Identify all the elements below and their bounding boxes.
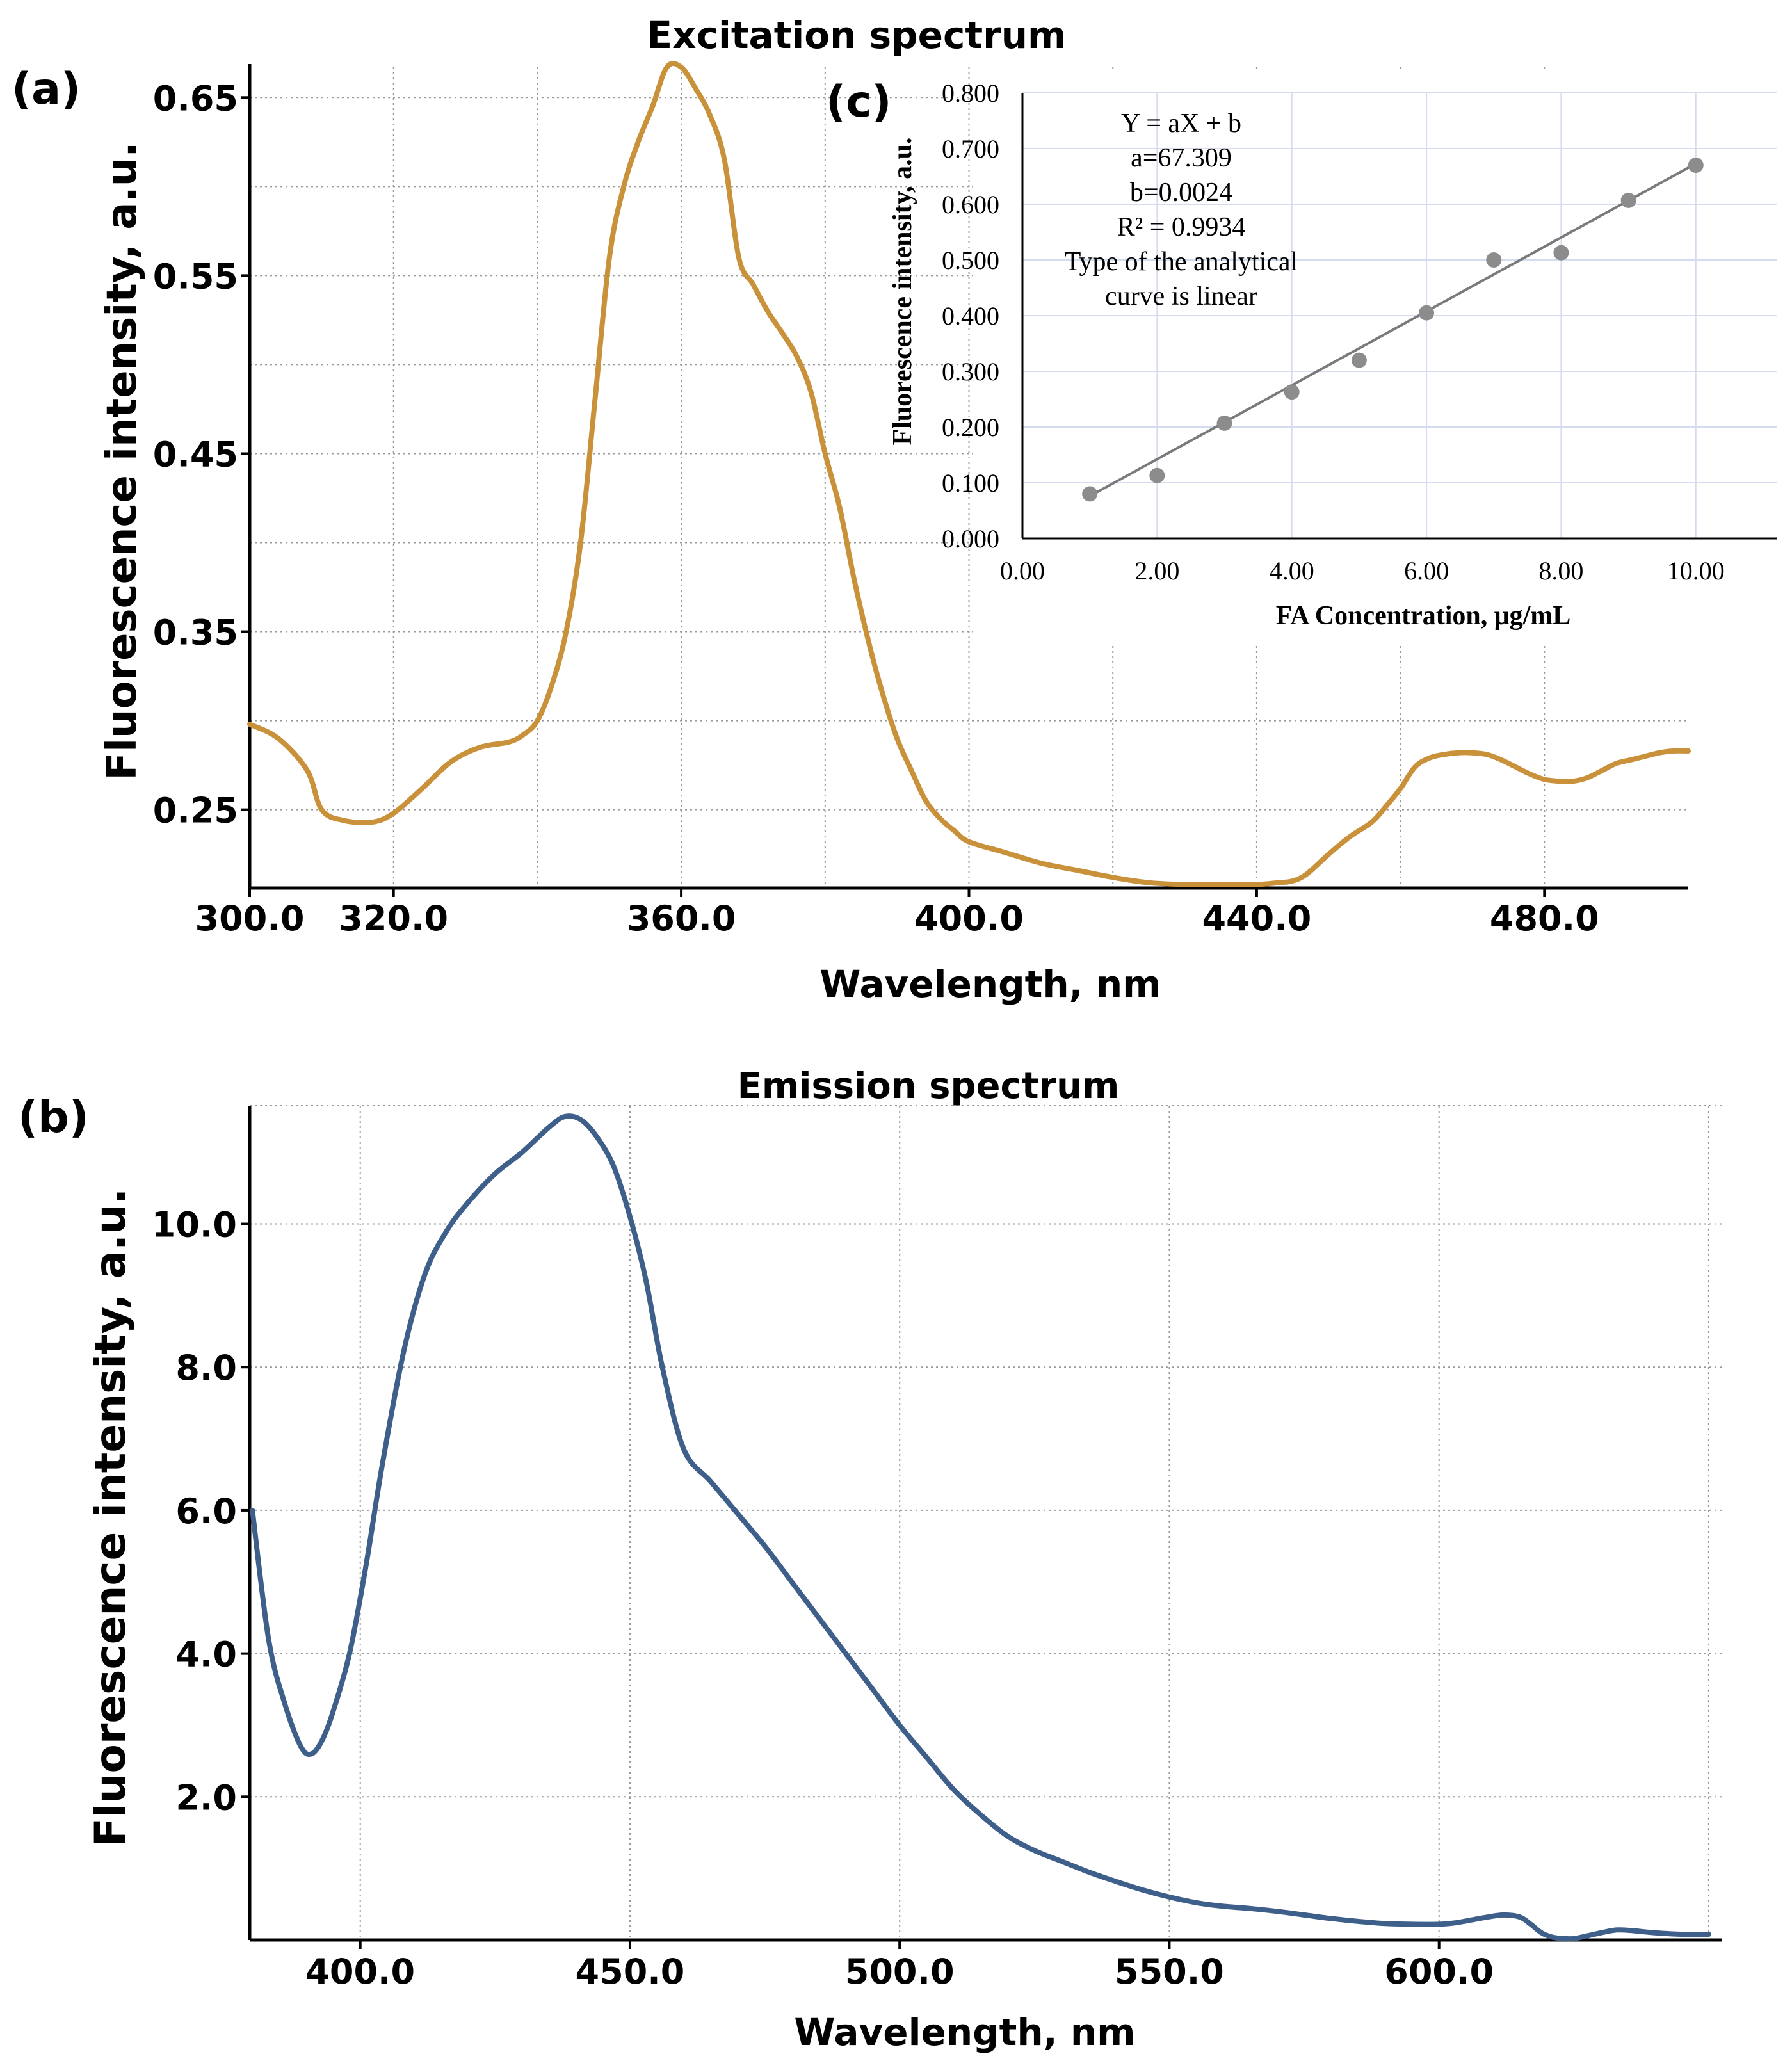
panel-c-x-tick-label: 6.00 — [1404, 556, 1449, 585]
panel-c-data-point — [1149, 467, 1165, 483]
panel-c-series — [1082, 158, 1704, 502]
panel-c-data-point — [1082, 486, 1098, 502]
panel-b-y-tick-label: 4.0 — [175, 1635, 237, 1675]
panel-a-title: Excitation spectrum — [647, 13, 1067, 57]
panel-a-y-tick-label: 0.55 — [153, 256, 238, 296]
panel-b-y-axis-label: Fluorescence intensity, a.u. — [86, 1188, 135, 1847]
panel-a-y-tick-label: 0.65 — [153, 78, 238, 118]
panel-c-grid — [1022, 92, 1777, 538]
equation-line: Y = aX + b — [1121, 109, 1241, 138]
slope-text: a=67.309 — [1131, 143, 1232, 173]
curve-type-text-1: Type of the analytical — [1065, 247, 1298, 277]
panel-c-y-tick-label: 0.500 — [942, 246, 999, 275]
panel-a-label: (a) — [12, 64, 81, 115]
panel-c-data-point — [1419, 305, 1435, 321]
panel-b-label: (b) — [18, 1092, 89, 1143]
panel-b-x-tick-label: 500.0 — [845, 1952, 955, 1992]
panel-a-x-axis-label: Wavelength, nm — [819, 962, 1161, 1006]
panel-c-y-tick-label: 0.300 — [942, 357, 999, 386]
panel-a-x-tick-label: 360.0 — [627, 898, 736, 939]
panel-b-axes — [241, 1106, 1722, 1949]
panel-a-x-tick-label: 480.0 — [1490, 898, 1599, 939]
panel-b-emission-chart: 2.0 4.0 6.0 8.0 10.0 400.0 450.0 500.0 550.0 600… — [18, 1065, 1722, 2054]
panel-a-x-tick-label: 300.0 — [195, 898, 305, 939]
panel-c-data-point — [1216, 415, 1232, 431]
intercept-text: b=0.0024 — [1130, 178, 1232, 207]
panel-c-axes — [1021, 93, 1777, 540]
panel-c-y-tick-label: 0.400 — [942, 302, 999, 330]
panel-b-y-tick-label: 8.0 — [175, 1348, 237, 1388]
panel-b-x-axis-label: Wavelength, nm — [794, 2010, 1135, 2054]
panel-b-y-tick-labels: 2.0 4.0 6.0 8.0 10.0 — [152, 1205, 237, 1818]
panel-c-equation-box: Y = aX + b a=67.309 b=0.0024 R² = 0.9934… — [1065, 109, 1298, 311]
panel-c-y-tick-label: 0.100 — [942, 469, 999, 497]
panel-c-data-point — [1351, 352, 1367, 368]
panel-c-calibration-chart: 0.000 0.100 0.200 0.300 0.400 0.500 0.600 0.700… — [826, 70, 1789, 645]
r-squared-text: R² = 0.9934 — [1117, 213, 1246, 242]
panel-a-y-axis-label: Fluorescence intensity, a.u. — [99, 141, 146, 780]
panel-c-data-point — [1486, 252, 1502, 268]
panel-c-x-tick-label: 2.00 — [1134, 556, 1179, 585]
panel-b-x-tick-label: 600.0 — [1384, 1952, 1494, 1992]
panel-a-y-tick-label: 0.45 — [153, 434, 238, 474]
panel-b-y-tick-label: 2.0 — [175, 1777, 237, 1818]
panel-a-y-tick-label: 0.35 — [153, 613, 238, 653]
panel-b-y-tick-label: 6.0 — [175, 1491, 237, 1532]
panel-a-series — [247, 61, 1691, 887]
panel-b-title: Emission spectrum — [738, 1065, 1120, 1107]
curve-type-text-2: curve is linear — [1105, 282, 1257, 311]
panel-b-series — [250, 1113, 1711, 1942]
panel-b-y-tick-label: 10.0 — [152, 1205, 237, 1245]
panel-c-x-tick-label: 8.00 — [1538, 556, 1583, 585]
panel-b-grid — [250, 1105, 1722, 1940]
panel-c-data-point — [1284, 384, 1300, 400]
panel-c-label: (c) — [826, 77, 891, 127]
panel-b-x-tick-label: 450.0 — [576, 1952, 685, 1992]
panel-b-x-tick-label: 400.0 — [305, 1952, 415, 1992]
panel-c-x-tick-label: 4.00 — [1270, 556, 1314, 585]
panel-a-x-tick-label: 400.0 — [914, 898, 1024, 939]
panel-a-axes — [241, 64, 1688, 897]
panel-c-y-tick-label: 0.800 — [942, 79, 999, 108]
panel-c-y-tick-label: 0.600 — [942, 190, 999, 219]
panel-c-data-point — [1620, 192, 1636, 208]
panel-c-y-axis-label: Fluorescence intensity, a.u. — [888, 137, 917, 445]
panel-c-y-tick-label: 0.000 — [942, 524, 999, 553]
panel-c-data-point — [1553, 245, 1569, 261]
panel-a-x-tick-labels: 300.0 320.0 360.0 400.0 440.0 480.0 — [195, 898, 1599, 939]
panel-a-x-tick-label: 440.0 — [1202, 898, 1311, 939]
panel-b-emission-line — [250, 1113, 1711, 1942]
panel-c-background — [973, 70, 1789, 645]
panel-c-x-tick-label: 0.00 — [1000, 556, 1045, 585]
panel-c-x-axis-label: FA Concentration, μg/mL — [1276, 601, 1571, 631]
panel-c-data-point — [1688, 158, 1704, 174]
panel-a-y-tick-labels: 0.25 0.35 0.45 0.55 0.65 — [153, 78, 238, 830]
panel-a-excitation-line — [247, 61, 1691, 887]
panel-c-y-tick-labels: 0.000 0.100 0.200 0.300 0.400 0.500 0.600 0.700… — [942, 79, 999, 553]
panel-b-x-tick-label: 550.0 — [1115, 1952, 1224, 1992]
panel-c-x-tick-label: 10.00 — [1667, 556, 1725, 585]
panel-c-y-tick-label: 0.700 — [942, 134, 999, 163]
panel-a-y-tick-label: 0.25 — [153, 791, 238, 831]
panel-b-x-tick-labels: 400.0 450.0 500.0 550.0 600.0 — [305, 1952, 1494, 1992]
panel-c-fit-line — [1089, 162, 1697, 497]
panel-c-y-tick-label: 0.200 — [942, 413, 999, 442]
panel-c-x-tick-labels: 0.00 2.00 4.00 6.00 8.00 10.00 — [1000, 556, 1725, 585]
panel-a-x-tick-label: 320.0 — [339, 898, 448, 939]
